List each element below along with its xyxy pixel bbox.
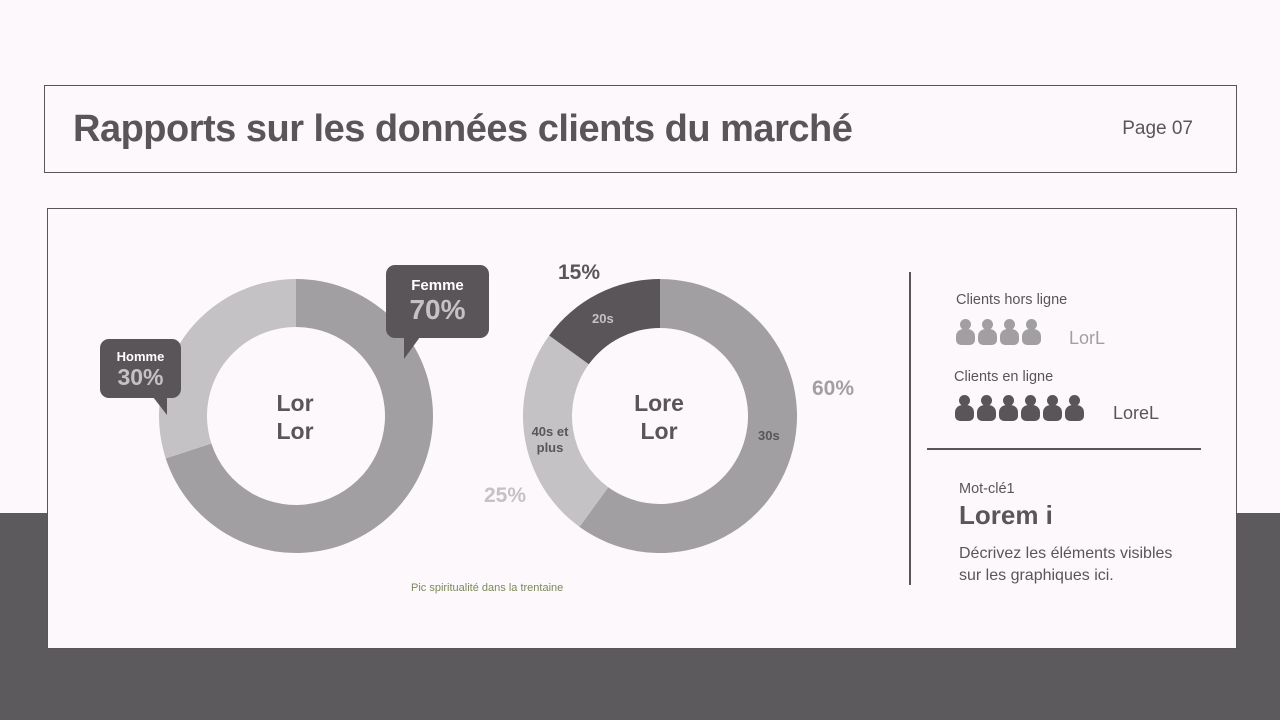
slice-30s-percent: 60% <box>812 377 855 400</box>
person-icon <box>1043 395 1062 421</box>
headline: Lorem i <box>959 500 1053 530</box>
callout-value: 30% <box>117 364 164 390</box>
page-title: Rapports sur les données clients du marc… <box>73 108 853 150</box>
donut-slice-30s <box>579 279 798 553</box>
center-line-1: Lor <box>276 390 314 416</box>
header: Rapports sur les données clients du marc… <box>44 85 1237 173</box>
online-value: LoreL <box>1113 403 1160 423</box>
slice-30s-label: 30s <box>758 428 780 443</box>
page-number: Page 07 <box>1122 118 1193 139</box>
callout-label: Femme <box>411 277 464 294</box>
person-icon <box>955 395 974 421</box>
chart-card <box>47 208 1237 649</box>
center-line-1: Lore <box>634 390 684 416</box>
callout-value: 70% <box>409 294 466 325</box>
person-icon <box>1022 319 1041 345</box>
person-icon <box>956 319 975 345</box>
donut-slice-homme <box>158 279 296 459</box>
person-icon <box>1065 395 1084 421</box>
person-icon <box>977 395 996 421</box>
online-label: Clients en ligne <box>954 369 1054 385</box>
callout-tail <box>404 337 420 359</box>
person-icon <box>1021 395 1040 421</box>
donut1-center-label: Lor Lor <box>255 389 335 445</box>
offline-label: Clients hors ligne <box>956 292 1068 308</box>
offline-people-icons <box>956 319 1041 345</box>
donut2-center-label: Lore Lor <box>614 389 704 445</box>
center-line-2: Lor <box>640 418 678 444</box>
person-icon <box>978 319 997 345</box>
callout-tail <box>153 397 167 415</box>
description-line-1: Décrivez les éléments visibles <box>959 545 1173 562</box>
donut-slice-femme <box>165 279 433 553</box>
chart-caption: Pic spiritualité dans la trentaine <box>411 582 564 594</box>
slice-40s-label: 40s et plus <box>531 424 569 455</box>
callout-label: Homme <box>116 349 165 364</box>
slice-40s-percent: 25% <box>484 484 527 507</box>
slice-20s-label: 20s <box>592 311 614 326</box>
donut-slice-40s-et-plus <box>523 335 609 527</box>
description: Décrivez les éléments visibles sur les g… <box>959 543 1172 587</box>
divider-horizontal <box>927 448 1201 450</box>
donut-slice-20s <box>549 279 660 365</box>
keyword-label: Mot-clé1 <box>959 481 1015 497</box>
description-line-2: sur les graphiques ici. <box>959 567 1114 584</box>
divider-vertical <box>909 272 911 585</box>
center-line-2: Lor <box>276 418 314 444</box>
slice-20s-percent: 15% <box>558 261 601 284</box>
person-icon <box>999 395 1018 421</box>
online-people-icons <box>955 395 1084 421</box>
person-icon <box>1000 319 1019 345</box>
offline-value: LorL <box>1069 328 1106 348</box>
femme-callout: Femme 70% <box>386 265 489 338</box>
homme-callout: Homme 30% <box>100 339 181 398</box>
donut-charts <box>158 279 798 553</box>
